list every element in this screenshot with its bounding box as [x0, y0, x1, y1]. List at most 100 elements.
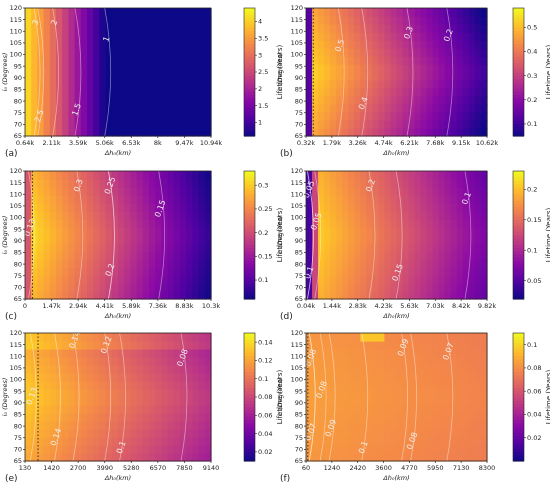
heatmap-cell — [426, 219, 434, 228]
heatmap-cell — [378, 365, 386, 374]
x-tick-label: 10.94k — [200, 139, 223, 147]
heatmap-cell — [330, 453, 337, 462]
heatmap-cell — [390, 32, 398, 41]
heatmap-cell — [444, 283, 452, 292]
heatmap-cell — [432, 195, 440, 204]
heatmap-cell — [105, 104, 113, 113]
heatmap-cell — [342, 243, 349, 252]
colorbar-step — [513, 432, 524, 436]
heatmap-cell — [80, 40, 88, 49]
heatmap-cell — [378, 40, 386, 49]
heatmap-cell — [149, 64, 156, 73]
heatmap-cell — [330, 187, 337, 196]
colorbar-frame — [512, 7, 525, 137]
colorbar-step — [513, 400, 524, 404]
heatmap-cell — [336, 128, 343, 137]
heatmap-cell — [474, 445, 482, 454]
heatmap-cell — [366, 235, 373, 244]
colorbar-tick-label: 0.1 — [527, 246, 537, 254]
heatmap-cell — [25, 373, 32, 382]
heatmap-cell — [318, 429, 325, 438]
heatmap-cell — [396, 341, 404, 350]
heatmap-cell — [360, 48, 367, 57]
heatmap-cell — [111, 32, 119, 41]
heatmap-cell — [105, 333, 113, 342]
heatmap-cell — [462, 429, 470, 438]
heatmap-cell — [136, 80, 144, 89]
heatmap-cell — [480, 283, 488, 292]
heatmap-cell — [324, 48, 331, 57]
heatmap-cell — [62, 453, 69, 462]
heatmap-cell — [396, 24, 404, 33]
heatmap-cell — [390, 373, 398, 382]
heatmap-cell — [438, 211, 446, 220]
heatmap-cell — [198, 365, 206, 374]
heatmap-cell — [324, 112, 331, 121]
heatmap-cell — [74, 171, 82, 180]
heatmap-cell — [43, 80, 51, 89]
heatmap-cell — [99, 413, 107, 422]
heatmap-cell — [414, 80, 422, 89]
colorbar-tick-label: 0.06 — [527, 387, 541, 395]
colorbar-step — [244, 352, 255, 356]
heatmap-cell — [155, 40, 162, 49]
heatmap-cell — [105, 397, 113, 406]
heatmap-cell — [198, 291, 206, 300]
heatmap-cell — [312, 120, 319, 129]
heatmap-cell — [378, 291, 386, 300]
heatmap-cell — [80, 453, 88, 462]
heatmap-cell — [330, 437, 337, 446]
colorbar-step — [513, 365, 524, 369]
heatmap-cell — [167, 243, 175, 252]
heatmap-cell — [456, 219, 464, 228]
heatmap-cell — [384, 96, 392, 105]
heatmap-cell — [74, 283, 82, 292]
heatmap-cell — [390, 429, 398, 438]
heatmap-cell — [186, 8, 193, 17]
heatmap-cell — [396, 48, 404, 57]
heatmap-cell — [360, 195, 367, 204]
heatmap-cell — [136, 120, 144, 129]
heatmap-cell — [420, 32, 428, 41]
heatmap-cell — [49, 40, 57, 49]
heatmap-cell — [167, 120, 175, 129]
heatmap-cell — [414, 179, 422, 188]
heatmap-cell — [99, 397, 107, 406]
heatmap-cell — [312, 88, 319, 97]
colorbar-step — [513, 171, 524, 175]
heatmap-cell — [480, 437, 488, 446]
heatmap-cell — [118, 88, 125, 97]
y-tick-label: 110 — [291, 352, 303, 360]
x-tick-label: 3600 — [375, 464, 392, 472]
heatmap-cell — [149, 275, 156, 284]
heatmap-cell — [462, 211, 470, 220]
heatmap-cell — [390, 251, 398, 260]
heatmap-cell — [372, 413, 379, 422]
heatmap-cell — [99, 243, 107, 252]
heatmap-cell — [204, 120, 212, 129]
colorbar-step — [244, 84, 255, 89]
heatmap-cell — [474, 40, 482, 49]
heatmap-cell — [62, 397, 69, 406]
heatmap-cell — [360, 24, 367, 33]
heatmap-cell — [468, 104, 476, 113]
heatmap-cell — [130, 445, 138, 454]
contour-line — [395, 170, 403, 300]
heatmap-cell — [318, 187, 325, 196]
heatmap-cell — [93, 88, 100, 97]
colorbar-step — [513, 20, 524, 25]
heatmap-cell — [198, 128, 206, 137]
heatmap-cell — [402, 405, 410, 414]
heatmap-cell — [31, 397, 38, 406]
heatmap-cell — [354, 445, 361, 454]
heatmap-cell — [124, 203, 131, 212]
heatmap-cell — [396, 365, 404, 374]
heatmap-cell — [348, 235, 355, 244]
heatmap-cell — [56, 171, 63, 180]
heatmap-cell — [324, 203, 331, 212]
heatmap-cell — [167, 203, 175, 212]
heatmap-cell — [372, 243, 379, 252]
heatmap-cell — [324, 171, 331, 180]
heatmap-cell — [366, 251, 373, 260]
colorbar-label: Lifetime (Years) — [276, 369, 284, 424]
